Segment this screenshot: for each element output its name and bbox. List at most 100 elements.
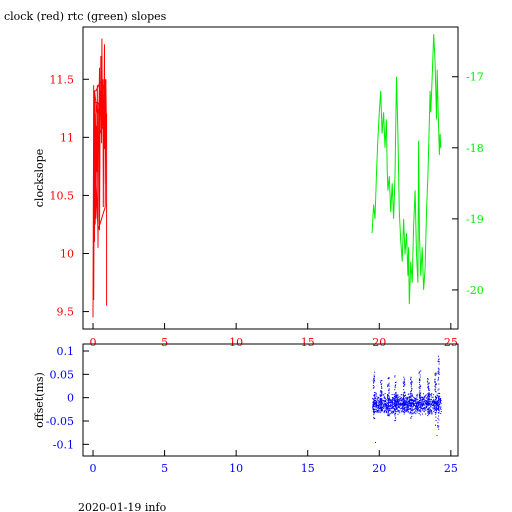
offset-point (395, 406, 397, 408)
offset-point (415, 410, 417, 412)
offset-point (383, 400, 385, 402)
offset-point (407, 409, 409, 411)
offset-point (407, 398, 409, 399)
offset-point (428, 407, 430, 409)
offset-point (422, 398, 424, 399)
offset-point (372, 402, 374, 404)
offset-point (418, 372, 420, 374)
offset-point (409, 411, 411, 413)
offset-point (427, 408, 429, 410)
offset-point (397, 406, 399, 408)
offset-point (388, 403, 389, 405)
offset-point (403, 378, 405, 380)
offset-point (436, 400, 438, 402)
offset-point (407, 407, 409, 409)
offset-point (410, 394, 412, 396)
offset-point (381, 380, 383, 381)
offset-point (395, 406, 397, 408)
offset-point (391, 411, 393, 413)
offset-point (427, 405, 429, 407)
offset-point (419, 409, 421, 411)
offset-point (439, 399, 441, 401)
offset-point (425, 401, 427, 403)
rtc-series-line (371, 34, 442, 305)
offset-point (409, 408, 410, 410)
offset-point (387, 395, 389, 397)
offset-point (380, 382, 381, 384)
offset-point (379, 394, 381, 396)
offset-point (408, 401, 410, 403)
offset-point (415, 400, 417, 402)
offset-point (374, 371, 376, 373)
offset-y-axis-label: offset(ms) (33, 372, 46, 428)
offset-point (430, 409, 432, 411)
offset-point (397, 396, 399, 398)
offset-point (415, 405, 417, 407)
offset-point (411, 387, 413, 389)
offset-point (383, 406, 385, 408)
offset-point (400, 394, 402, 396)
offset-point (438, 397, 440, 399)
offset-point (402, 406, 404, 408)
offset-point (410, 382, 412, 384)
offset-point (397, 411, 399, 413)
offset-point (431, 410, 433, 412)
offset-point (394, 396, 396, 398)
offset-point (400, 403, 402, 405)
offset-point (390, 404, 392, 406)
offset-point (402, 409, 404, 411)
offset-point (392, 403, 394, 405)
offset-point (403, 380, 405, 382)
offset-point (385, 399, 387, 401)
offset-point (402, 401, 404, 403)
offset-point (399, 398, 401, 400)
offset-point (398, 400, 400, 402)
offset-point (433, 394, 435, 396)
offset-point (420, 411, 422, 413)
offset-point (402, 404, 404, 406)
offset-point (426, 397, 428, 399)
offset-point (423, 397, 425, 399)
offset-point (423, 409, 425, 411)
offset-point (385, 402, 387, 404)
offset-point (404, 399, 406, 401)
offset-point (395, 394, 397, 396)
offset-point (380, 390, 381, 392)
offset-point (394, 405, 396, 407)
offset-point (437, 379, 439, 381)
offset-point (428, 410, 430, 412)
offset-point (428, 401, 430, 403)
offset-point (402, 402, 404, 404)
offset-point (384, 397, 386, 399)
offset-point (423, 403, 424, 405)
offset-point (440, 408, 442, 410)
offset-point (404, 392, 406, 394)
offset-point (410, 395, 412, 397)
offset-point (432, 408, 434, 410)
offset-point (373, 410, 375, 412)
offset-point (401, 405, 403, 407)
plot-frame (82, 26, 459, 330)
offset-point (394, 403, 395, 405)
offset-point (377, 396, 379, 398)
offset-point (434, 412, 436, 413)
offset-point (381, 409, 383, 411)
offset-point (428, 396, 430, 398)
offset-point (410, 386, 412, 388)
offset-point (377, 405, 379, 407)
offset-point (427, 404, 429, 406)
offset-point (415, 400, 417, 402)
offset-point (434, 406, 436, 408)
offset-point (379, 405, 380, 407)
offset-point (410, 392, 412, 394)
offset-point (409, 413, 411, 415)
offset-point (398, 410, 400, 412)
offset-point (404, 411, 406, 413)
offset-point (391, 394, 393, 395)
offset-point (435, 374, 437, 376)
offset-point (432, 404, 434, 406)
offset-point (403, 397, 404, 398)
offset-point (380, 405, 382, 407)
offset-point (380, 400, 382, 402)
offset-point (375, 401, 377, 403)
